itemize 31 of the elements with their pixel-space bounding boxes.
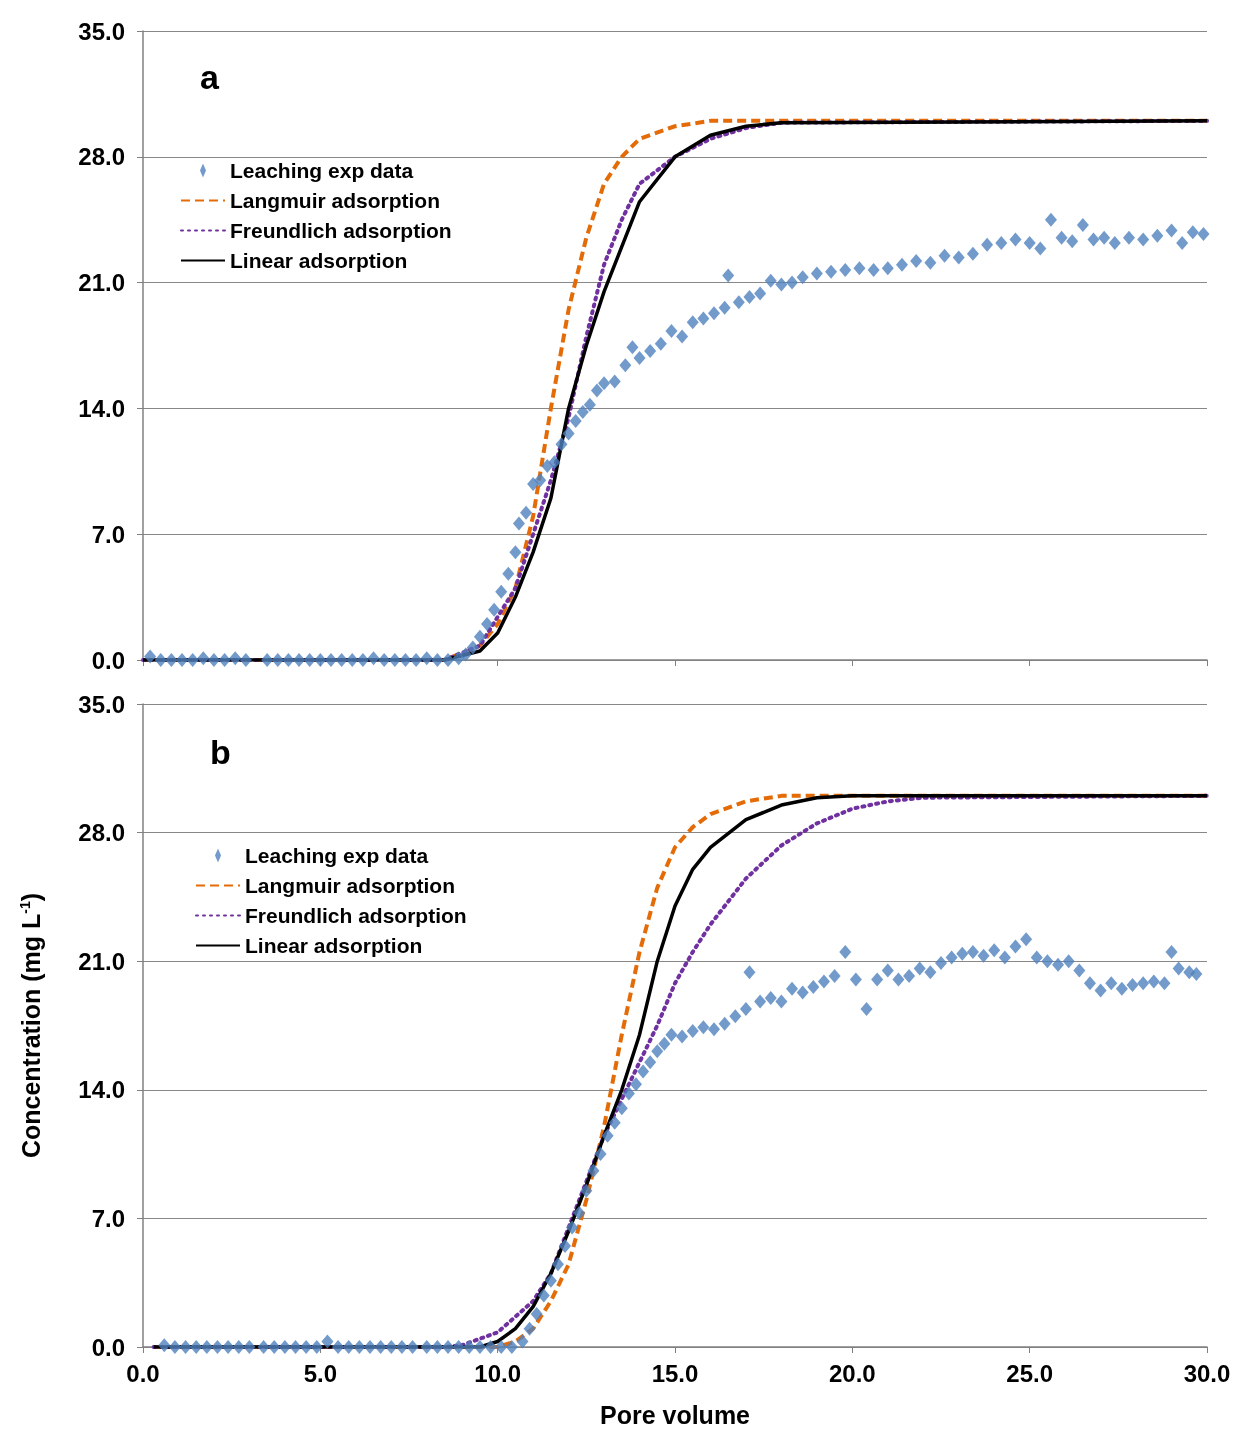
y-axis-title: Concentration (mg L-1) [16, 892, 45, 1159]
legend-label: Linear adsorption [245, 934, 423, 957]
x-tick-label: 5.0 [303, 1359, 338, 1387]
y-tick-label: 7.0 [91, 520, 125, 548]
x-axis-title: Pore volume [599, 1400, 751, 1429]
x-tick-label: 10.0 [474, 1359, 522, 1387]
legend-label: Leaching exp data [245, 844, 429, 867]
legend-label: Linear adsorption [230, 249, 408, 272]
y-tick-label: 28.0 [78, 819, 125, 847]
annotation: a [200, 58, 220, 96]
x-tick-label: 30.0 [1183, 1359, 1231, 1387]
y-tick-label: 14.0 [78, 1076, 125, 1104]
y-tick-label: 14.0 [78, 394, 125, 422]
y-tick-label: 28.0 [78, 143, 125, 171]
annotation: b [210, 733, 231, 771]
y-tick-label: 35.0 [78, 690, 125, 718]
x-tick-label: 20.0 [828, 1359, 876, 1387]
y-tick-label: 7.0 [91, 1204, 125, 1232]
legend-label: Leaching exp data [230, 159, 414, 182]
y-tick-label: 0.0 [91, 646, 125, 674]
x-tick-label: 25.0 [1006, 1359, 1054, 1387]
legend-label: Freundlich adsorption [245, 904, 467, 927]
legend-label: Freundlich adsorption [230, 219, 452, 242]
y-tick-label: 21.0 [78, 947, 125, 975]
x-tick-label: 15.0 [651, 1359, 699, 1387]
legend-label: Langmuir adsorption [230, 189, 440, 212]
y-tick-label: 35.0 [78, 17, 125, 45]
legend-label: Langmuir adsorption [245, 874, 455, 897]
y-tick-label: 0.0 [91, 1333, 125, 1361]
x-tick-label: 0.0 [126, 1359, 160, 1387]
y-tick-label: 21.0 [78, 269, 125, 297]
